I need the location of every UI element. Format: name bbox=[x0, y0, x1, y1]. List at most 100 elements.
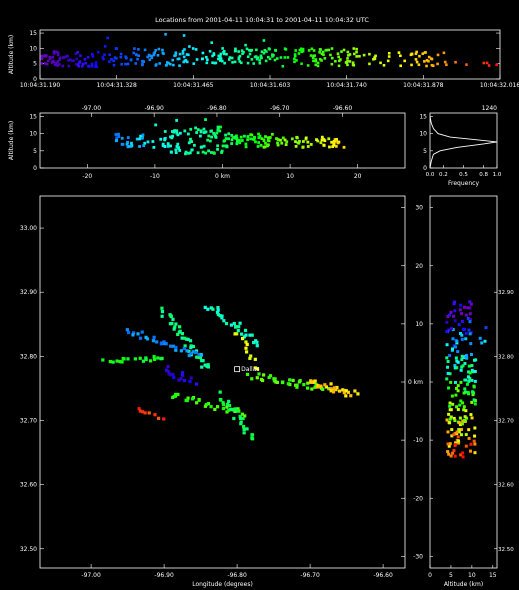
data-point bbox=[156, 53, 160, 57]
data-point bbox=[414, 52, 418, 56]
data-point bbox=[266, 144, 269, 148]
data-point bbox=[320, 52, 324, 56]
data-point bbox=[473, 402, 477, 406]
data-point bbox=[469, 342, 473, 346]
data-point bbox=[181, 52, 185, 55]
data-point bbox=[262, 51, 266, 55]
data-point bbox=[274, 380, 278, 384]
data-point bbox=[466, 316, 470, 320]
data-point bbox=[177, 57, 181, 61]
data-point bbox=[209, 405, 213, 409]
data-point bbox=[230, 56, 234, 60]
data-point bbox=[160, 306, 164, 310]
data-point bbox=[466, 306, 470, 310]
data-point bbox=[162, 340, 166, 344]
data-point bbox=[118, 359, 122, 364]
data-point bbox=[172, 63, 175, 67]
data-point bbox=[220, 316, 224, 320]
data-point bbox=[421, 52, 425, 55]
count-label: 1240 bbox=[482, 105, 497, 112]
data-point bbox=[280, 141, 284, 145]
data-point bbox=[445, 329, 449, 333]
data-point bbox=[165, 368, 169, 372]
data-point bbox=[133, 47, 136, 50]
data-point bbox=[427, 59, 430, 63]
data-point bbox=[336, 52, 340, 55]
data-point bbox=[255, 340, 259, 344]
data-point bbox=[108, 60, 111, 64]
data-point bbox=[115, 136, 119, 140]
data-point bbox=[141, 59, 144, 63]
data-point bbox=[149, 359, 153, 363]
right-tick-label: 32.70 bbox=[498, 418, 514, 424]
data-point bbox=[244, 142, 248, 146]
data-point bbox=[447, 452, 451, 456]
data-point bbox=[242, 50, 245, 54]
data-point bbox=[324, 49, 328, 52]
data-point bbox=[449, 415, 453, 419]
data-point bbox=[461, 364, 465, 368]
data-point bbox=[184, 58, 188, 62]
data-point bbox=[345, 61, 348, 64]
data-point bbox=[295, 136, 299, 140]
data-point bbox=[250, 58, 254, 61]
x-tick-label: 0 bbox=[428, 572, 432, 579]
data-point bbox=[235, 139, 239, 143]
x-tick-label: -96.90 bbox=[154, 572, 174, 579]
data-point bbox=[161, 48, 164, 52]
data-point bbox=[452, 432, 456, 436]
data-point bbox=[468, 332, 472, 336]
data-point bbox=[173, 129, 176, 133]
data-point bbox=[352, 47, 356, 50]
data-point bbox=[253, 55, 257, 59]
data-point bbox=[172, 130, 176, 134]
data-point bbox=[146, 55, 149, 59]
data-point bbox=[328, 145, 331, 149]
data-point bbox=[457, 441, 461, 445]
data-point bbox=[301, 47, 304, 51]
top-tick-label: -96.80 bbox=[207, 105, 227, 112]
data-point bbox=[279, 138, 282, 142]
data-point bbox=[224, 321, 229, 326]
y-axis-label: Altitude (km) bbox=[8, 121, 15, 160]
data-point bbox=[473, 379, 477, 383]
data-point bbox=[461, 419, 465, 423]
data-point bbox=[112, 63, 116, 67]
data-point bbox=[189, 140, 193, 143]
data-point bbox=[316, 61, 320, 65]
data-point bbox=[355, 47, 358, 51]
data-point bbox=[198, 134, 202, 138]
data-point bbox=[468, 312, 472, 316]
data-point bbox=[248, 356, 252, 360]
data-point bbox=[244, 145, 248, 149]
data-point bbox=[423, 60, 426, 63]
data-point bbox=[230, 142, 234, 145]
data-point bbox=[150, 56, 154, 60]
data-point bbox=[233, 135, 237, 139]
data-point bbox=[270, 132, 274, 136]
data-point bbox=[141, 62, 144, 66]
data-point bbox=[215, 310, 220, 315]
data-point bbox=[252, 62, 256, 65]
data-point bbox=[138, 145, 141, 148]
data-point bbox=[238, 60, 242, 63]
data-point bbox=[197, 353, 201, 357]
data-point bbox=[141, 359, 146, 363]
data-point bbox=[113, 56, 117, 59]
data-point bbox=[456, 384, 460, 388]
data-point bbox=[468, 320, 472, 324]
data-point bbox=[266, 136, 270, 140]
data-point bbox=[459, 380, 463, 384]
data-point bbox=[163, 137, 167, 141]
data-point bbox=[446, 365, 450, 369]
data-point bbox=[457, 421, 461, 425]
data-point bbox=[199, 130, 203, 134]
data-point bbox=[473, 451, 477, 455]
data-point bbox=[306, 64, 310, 67]
data-point bbox=[178, 131, 182, 135]
data-point bbox=[189, 344, 193, 348]
data-point bbox=[233, 407, 237, 411]
data-point bbox=[64, 55, 68, 58]
data-point bbox=[156, 356, 160, 360]
data-point bbox=[191, 350, 195, 354]
